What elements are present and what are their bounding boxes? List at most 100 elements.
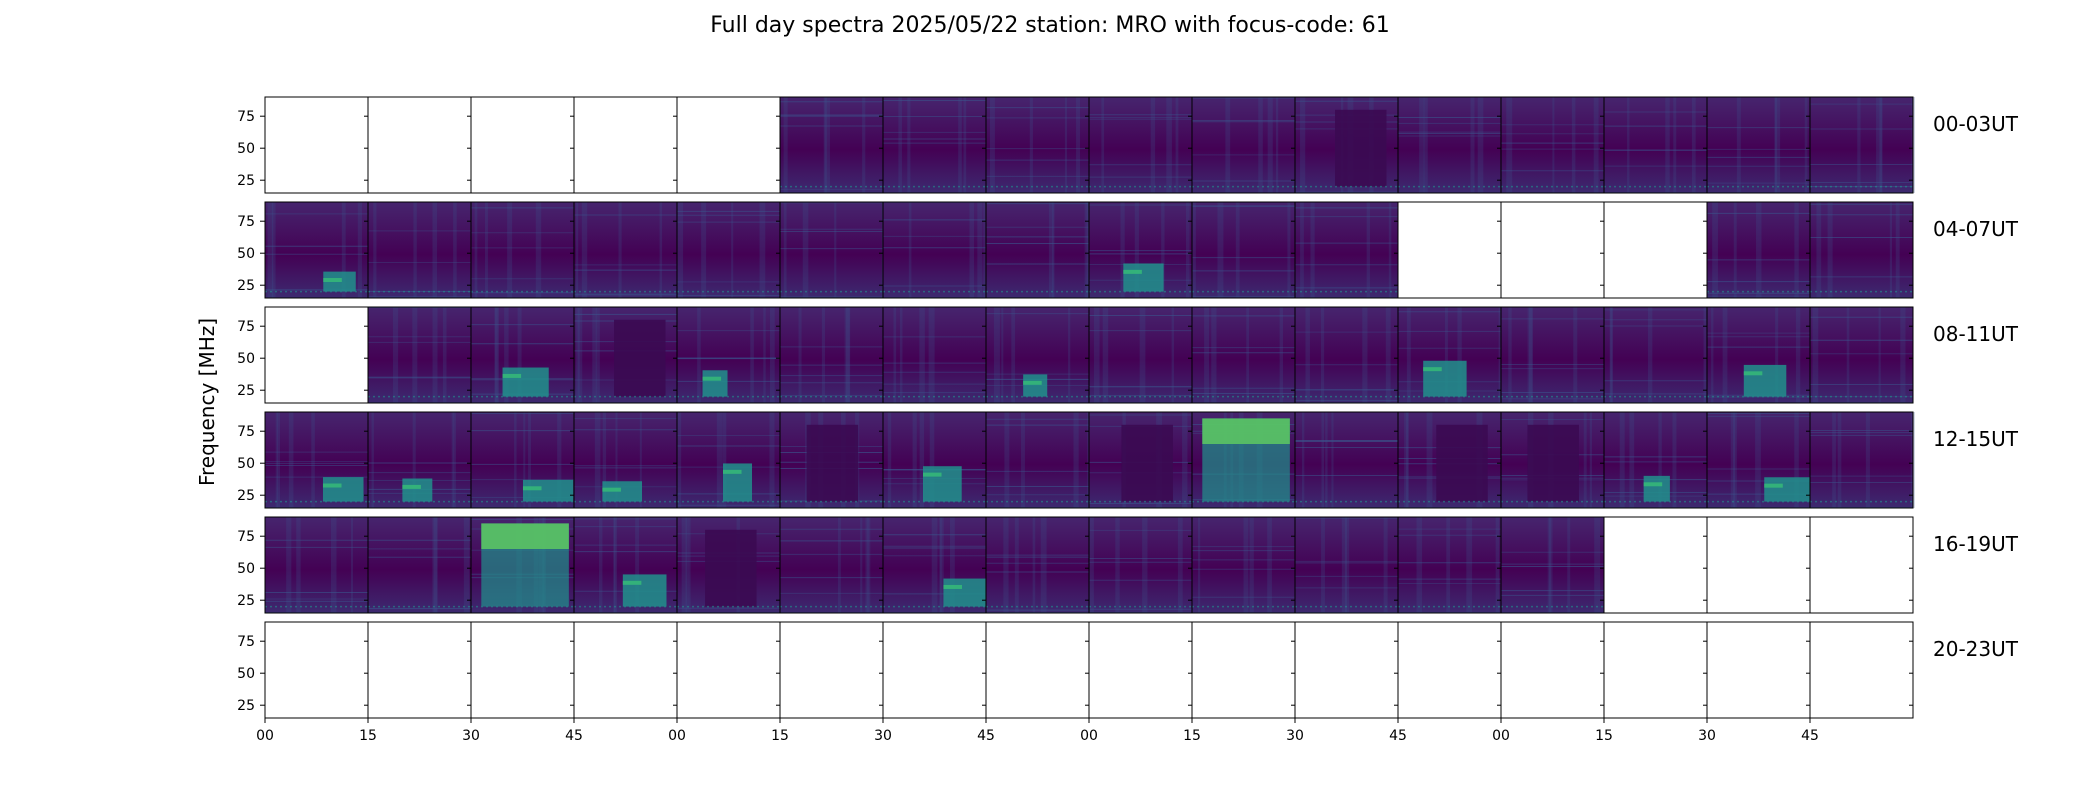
interference-stripe [1325,412,1328,508]
interference-stripe [862,97,866,193]
y-tick-label: 50 [237,141,255,157]
panel-background [1501,97,1604,193]
panel-background [1398,517,1501,613]
interference-stripe [1619,412,1625,508]
interference-stripe [687,517,691,613]
interference-stripe [1225,97,1231,193]
spectrum-panel [1088,411,1193,509]
spectrum-panel [573,411,678,509]
panel-background [1398,622,1501,718]
interference-stripe [451,412,455,508]
spectrum-panel [264,621,369,719]
x-tick-label: 15 [359,728,377,744]
interference-stripe [681,517,687,613]
panel-background [1604,622,1707,718]
x-tick-label: 15 [771,728,789,744]
spectrum-panel [676,201,781,299]
interference-stripe [1344,517,1350,613]
spectrum-panel [1603,306,1708,404]
interference-stripe [908,202,912,298]
y-tick-label: 75 [237,634,255,650]
interference-stripe [783,202,787,298]
interference-stripe [989,97,995,193]
interference-stripe [1816,202,1822,298]
row-labels: 75 50 25 00-03UT 75 50 25 04-07UT 75 50 25 08-11UT 7… [237,109,2019,714]
interference-stripe [1068,307,1071,403]
interference-stripe [1470,97,1475,193]
x-tick-label: 30 [1286,728,1304,744]
interference-stripe [1711,307,1714,403]
spectrum-panel [264,516,369,614]
interference-stripe [1101,97,1105,193]
spectrum-panel [1706,411,1811,509]
interference-stripe [432,307,438,403]
interference-stripe [1733,412,1737,508]
interference-stripe [1021,412,1025,508]
emission-core [502,373,522,378]
interference-stripe [296,517,301,613]
interference-stripe [1166,97,1172,193]
spectrum-panel [779,411,884,509]
spectrum-panel [573,516,678,614]
panel-background [1501,517,1604,613]
quiet-block [705,529,757,607]
emission-core [1764,483,1783,488]
panel-background [1604,517,1707,613]
spectrum-panel [1191,306,1296,404]
interference-stripe [602,412,607,508]
interference-stripe [1895,202,1900,298]
interference-stripe [1610,307,1613,403]
chart-title: Full day spectra 2025/05/22 station: MRO… [710,13,1390,38]
panel-background [986,622,1089,718]
interference-stripe [594,412,601,508]
interference-stripe [613,517,616,613]
interference-stripe [1900,307,1906,403]
interference-stripe [893,307,897,403]
spectrum-panel [367,306,472,404]
spectrum-panel [1603,96,1708,194]
panel-background [1707,97,1810,193]
panel-frame [1809,411,1914,509]
panel-background [883,622,986,718]
interference-stripe [350,517,354,613]
emission-core [622,580,642,585]
interference-stripe [1736,97,1741,193]
panel-background [471,622,574,718]
row-label: 16-19UT [1933,532,2019,556]
spectrum-panel [470,201,575,299]
interference-stripe [1004,412,1010,508]
interference-stripe [575,307,580,403]
interference-stripe [1406,412,1409,508]
interference-stripe [887,412,892,508]
panel-background [1295,517,1398,613]
interference-stripe [1794,202,1799,298]
interference-stripe [1175,97,1179,193]
panel-background [1604,97,1707,193]
interference-stripe [1508,307,1512,403]
spectrum-panel [1500,96,1605,194]
interference-stripe [1567,517,1571,613]
interference-stripe [1889,202,1893,298]
interference-stripe [824,97,830,193]
interference-stripe [1426,412,1433,508]
emission-core [1202,418,1290,444]
interference-stripe [1589,412,1592,508]
panel-background [265,97,368,193]
interference-stripe [615,412,618,508]
panel-background [574,202,677,298]
interference-stripe [412,412,416,508]
interference-stripe [1419,97,1425,193]
interference-stripe [844,307,850,403]
panel-frame [1809,621,1914,719]
panel-background [883,202,986,298]
spectrum-panel [1706,96,1811,194]
interference-stripe [504,307,509,403]
y-tick-label: 75 [237,319,255,335]
emission-core [943,584,962,589]
interference-stripe [392,307,399,403]
spectrum-panel [985,516,1090,614]
interference-stripe [528,412,532,508]
quiet-block [1527,424,1579,502]
emission-burst [522,479,574,502]
spectrum-panel [1603,411,1708,509]
